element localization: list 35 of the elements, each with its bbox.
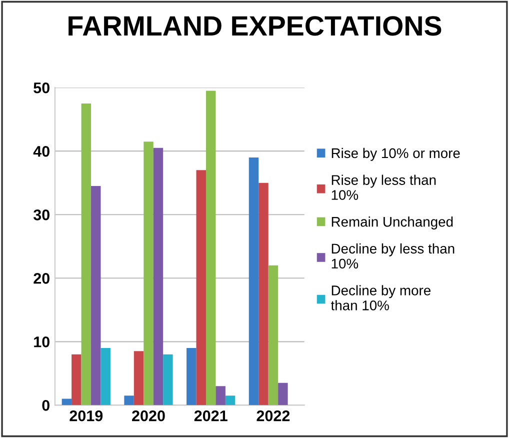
y-tick-label: 30 [33,209,50,220]
x-tick-label: 2021 [194,410,228,422]
x-tick-label: 2022 [256,410,290,422]
bar [144,142,154,406]
bar [163,354,173,406]
bar [100,348,110,406]
bar [258,182,268,406]
bar [248,157,259,406]
bar [72,354,82,406]
legend-label: Rise by less than 10% [332,174,436,200]
bar [153,148,164,406]
y-tick-label: 10 [34,336,50,348]
y-tick-label: 40 [33,146,50,157]
bar [216,386,226,406]
bar [268,265,278,406]
bar [186,348,196,406]
bar [134,351,144,406]
bar [225,396,236,406]
x-tick-label: 2019 [70,410,103,422]
legend-label: Remain Unchanged [332,216,453,230]
chart-title: FARMLAND EXPECTATIONS [68,16,442,36]
bar [91,186,101,406]
bar [124,396,134,406]
bar [196,170,206,406]
x-tick-label: 2020 [132,410,165,422]
y-tick-label: 20 [34,273,50,284]
legend-label: Rise by 10% or more [332,148,460,161]
bar [278,382,288,406]
y-tick-label: 0 [42,400,50,411]
bar [81,103,92,406]
bar [206,90,216,406]
y-tick-label: 50 [34,82,50,94]
legend-label: Decline by more than 10% [330,285,430,310]
legend-label: Decline by less than 10% [332,243,454,269]
bar [62,398,72,406]
